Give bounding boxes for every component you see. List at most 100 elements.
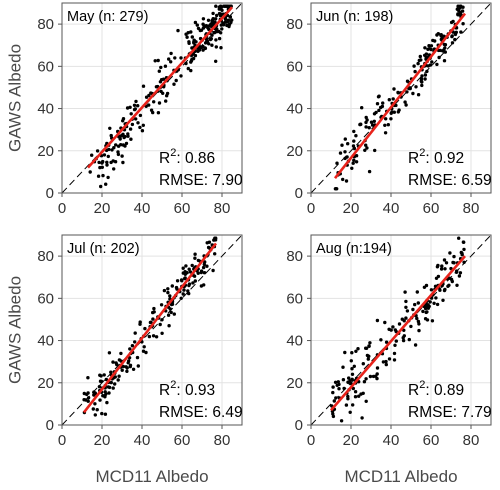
data-point (220, 8, 224, 12)
data-point (192, 38, 196, 42)
data-point (352, 129, 356, 134)
data-point (457, 274, 462, 278)
data-point (202, 283, 206, 287)
regression-line (82, 242, 218, 414)
data-point (185, 35, 189, 39)
data-point (136, 121, 140, 125)
data-point (448, 251, 452, 255)
data-point (437, 55, 441, 60)
r-squared-label: R2: 0.93 (159, 379, 215, 399)
data-point (423, 317, 428, 321)
data-point (455, 7, 459, 11)
data-point (169, 60, 173, 64)
regression-line (330, 255, 466, 412)
data-point (98, 398, 102, 402)
data-point (109, 380, 114, 385)
data-point (190, 35, 194, 39)
data-point (362, 380, 367, 384)
data-point (187, 282, 192, 286)
data-point (132, 107, 137, 112)
data-point (367, 169, 372, 174)
data-point (342, 386, 346, 391)
data-point (333, 380, 338, 384)
plot-frame (61, 2, 243, 194)
data-point (348, 410, 352, 414)
x-tick-label: 0 (307, 200, 315, 217)
x-tick-label: 20 (343, 432, 360, 449)
data-point (105, 160, 109, 164)
data-point (142, 345, 146, 349)
data-point (113, 375, 118, 379)
data-point (134, 117, 138, 121)
data-point (417, 328, 421, 333)
data-point (339, 419, 344, 423)
data-point (172, 82, 176, 86)
data-point (365, 118, 369, 122)
y-tick-label: 20 (37, 375, 54, 392)
data-point (341, 378, 346, 382)
data-point (181, 271, 185, 275)
data-point (201, 48, 205, 52)
data-point (188, 270, 193, 274)
data-point (337, 387, 341, 391)
data-point (112, 167, 116, 171)
data-point (151, 110, 155, 115)
data-point (438, 288, 442, 292)
data-point (461, 22, 465, 26)
data-point (341, 177, 345, 182)
data-point (387, 327, 391, 331)
data-point (420, 83, 424, 88)
x-tick-label: 40 (383, 432, 400, 449)
data-point (96, 174, 101, 178)
data-point (345, 155, 349, 159)
data-point (154, 335, 159, 339)
data-point (441, 298, 445, 302)
data-point (195, 23, 199, 27)
data-point (141, 349, 146, 353)
data-point (186, 289, 190, 293)
data-point (160, 318, 164, 322)
data-point (450, 34, 454, 39)
data-point (360, 106, 364, 110)
data-point (346, 394, 350, 399)
data-point (191, 281, 195, 285)
data-point (443, 267, 447, 271)
y-axis-title: GAWS Albedo (5, 44, 24, 152)
data-point (351, 161, 355, 165)
data-point (98, 165, 102, 170)
data-point (214, 45, 218, 49)
data-point (426, 306, 430, 310)
data-point (384, 340, 389, 344)
data-point (347, 376, 351, 380)
data-point (152, 100, 156, 104)
data-point (192, 274, 197, 278)
data-point (423, 306, 428, 311)
data-point (104, 182, 108, 186)
data-point (458, 12, 462, 17)
data-point (199, 269, 204, 273)
y-tick-label: 60 (286, 58, 303, 75)
data-point (442, 48, 446, 52)
scatter-panel: 0 20 40 60 80 0 20 40 60 80 Jun (n: 198) R2: 0.92 RM… (286, 2, 492, 217)
data-point (82, 398, 86, 402)
data-point (147, 334, 152, 339)
data-point (447, 283, 451, 287)
data-point (459, 30, 463, 34)
data-point (182, 288, 186, 292)
data-point (447, 276, 452, 280)
x-tick-label: 60 (423, 432, 440, 449)
data-point (113, 382, 117, 386)
data-point (116, 150, 120, 154)
data-point (109, 160, 113, 165)
data-point (420, 74, 424, 78)
data-point (121, 160, 125, 165)
data-point (130, 344, 135, 348)
data-point (341, 365, 345, 369)
data-point (337, 382, 341, 387)
data-point (350, 377, 354, 381)
data-point (187, 267, 191, 271)
data-point (391, 97, 395, 101)
data-point (389, 111, 393, 116)
data-point (111, 386, 115, 390)
